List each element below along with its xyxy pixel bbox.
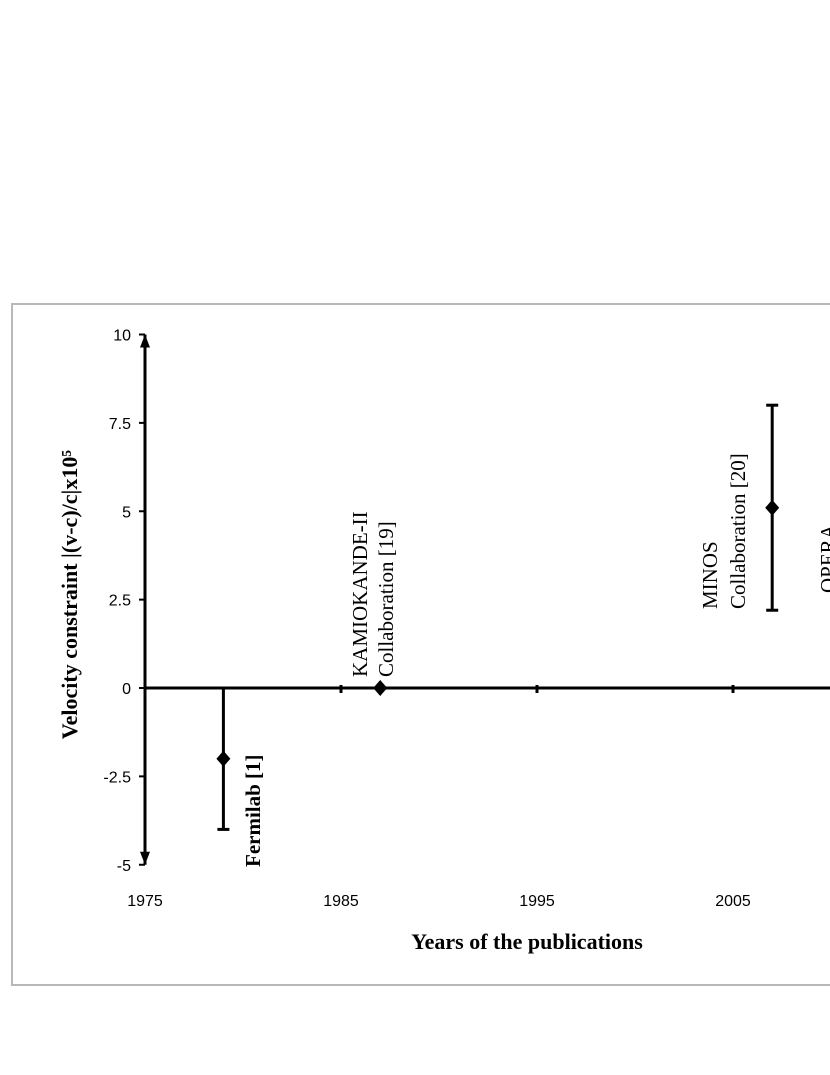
y-tick-label: 0	[122, 681, 131, 698]
y-axis-title: Velocity constraint |(v-c)/c|x10⁵	[57, 450, 82, 740]
y-tick-label: 5	[122, 504, 131, 521]
data-point-0	[216, 750, 231, 767]
data-point-2	[765, 499, 780, 516]
y-axis-arrow-up	[140, 334, 150, 348]
x-tick-label: 1995	[519, 893, 555, 910]
x-tick-label: 1985	[323, 893, 359, 910]
annotation-minos-line1: MINOS	[698, 541, 722, 609]
y-tick-label: 7.5	[109, 416, 131, 433]
y-tick-label: 10	[113, 328, 131, 345]
chart-svg: 10 7.5 5 2.5 0 -2.5 -5 1975 1985 1995 2005 Fermila…	[57, 328, 830, 954]
data-point-1	[373, 680, 388, 696]
y-tick-label: 2.5	[109, 593, 131, 610]
y-axis-arrow-down	[140, 851, 150, 865]
y-tick-label: -5	[117, 858, 131, 875]
chart-frame: 10 7.5 5 2.5 0 -2.5 -5 1975 1985 1995 2005 Fermila…	[11, 303, 830, 986]
annotation-minos-line2: Collaboration [20]	[726, 453, 750, 609]
x-tick-label: 1975	[127, 893, 163, 910]
annotation-opera: OPERA	[816, 523, 830, 593]
x-axis-title: Years of the publications	[411, 929, 643, 954]
x-tick-label: 2005	[715, 893, 751, 910]
y-tick-label: -2.5	[103, 769, 131, 786]
annotation-kamiokande-line1: KAMIOKANDE-II	[348, 511, 372, 677]
annotation-kamiokande-line2: Collaboration [19]	[374, 521, 398, 677]
annotation-fermilab: Fermilab [1]	[241, 754, 265, 867]
